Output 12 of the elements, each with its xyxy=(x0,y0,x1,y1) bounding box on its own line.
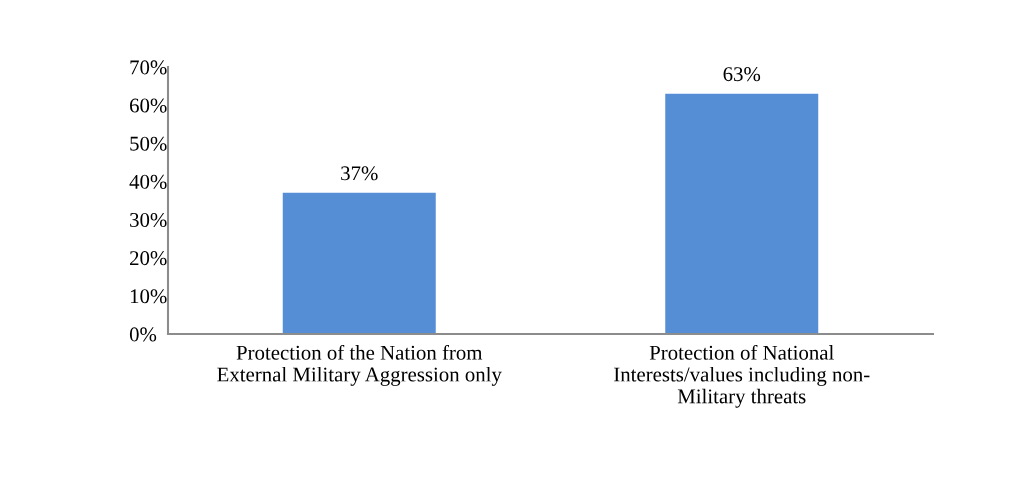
y-tick-label: 20% xyxy=(130,251,167,266)
y-tick-label: 70% xyxy=(130,60,167,75)
y-tick-label: 0% xyxy=(129,327,157,342)
x-tick-label: Protection of the Nation from External Military Aggression only xyxy=(217,344,502,386)
y-tick-label: 40% xyxy=(129,174,167,189)
x-tick-label: Protection of National Interests/values including non- Military threats xyxy=(614,344,870,408)
data-label: 37% xyxy=(341,166,378,181)
y-tick-label: 50% xyxy=(130,136,167,151)
y-tick-label: 60% xyxy=(130,98,167,113)
y-tick-label: 30% xyxy=(130,212,167,228)
data-label: 63% xyxy=(723,67,761,82)
y-tick-label: 10% xyxy=(130,289,167,304)
